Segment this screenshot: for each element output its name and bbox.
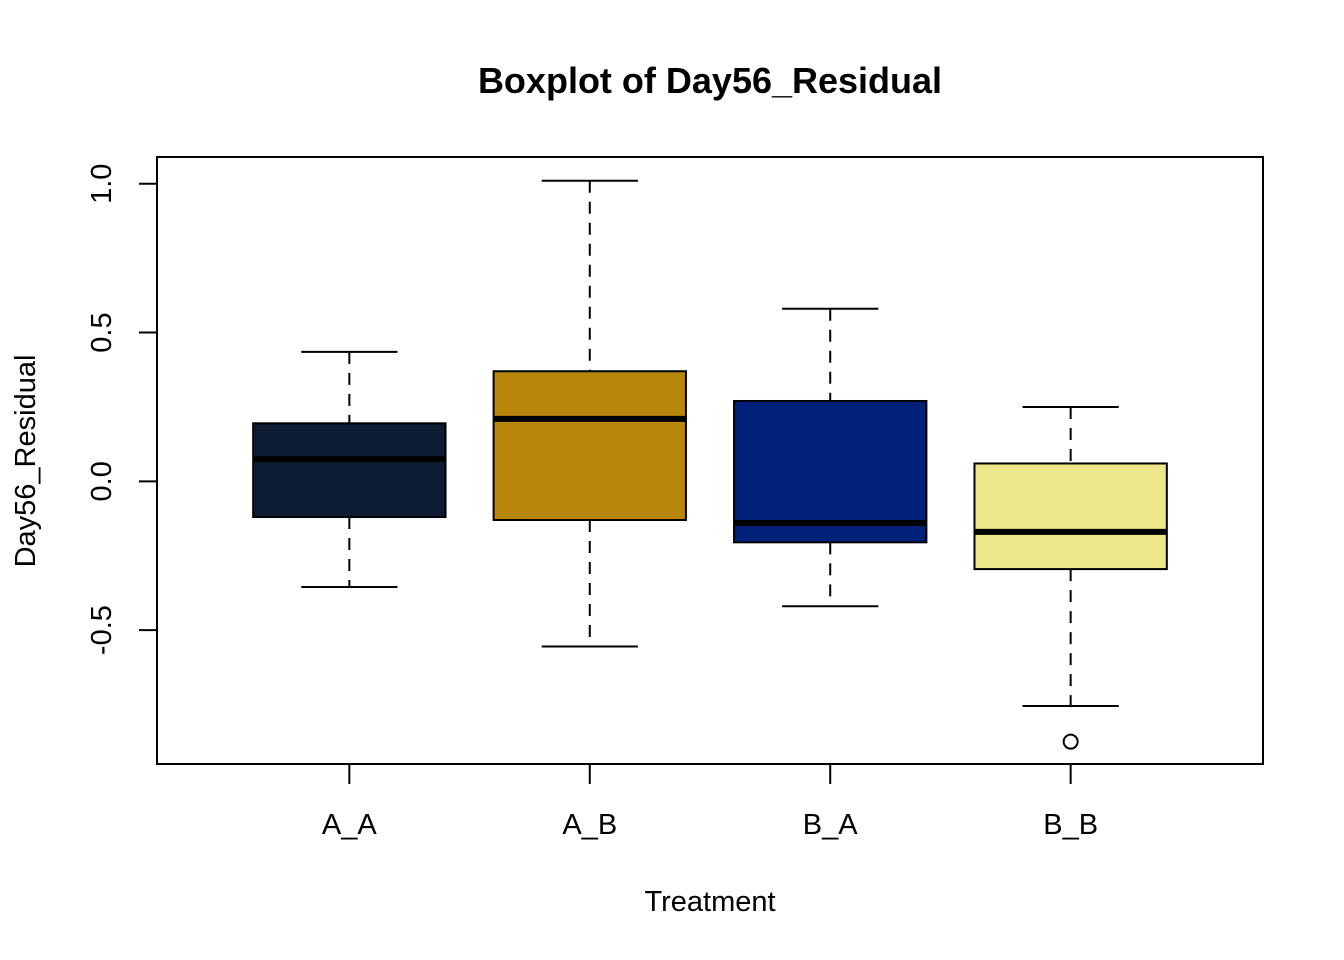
box-b-b [973, 405, 1168, 750]
outlier-point [1062, 733, 1079, 750]
box-b-a [733, 307, 928, 608]
box-iqr [973, 462, 1168, 571]
x-axis-label: Treatment [644, 886, 775, 918]
box-a-b [492, 179, 687, 648]
box-iqr [252, 422, 447, 519]
x-tick-label: B_B [1043, 809, 1098, 841]
y-tick-label: 0.0 [86, 461, 118, 501]
x-tick-label: B_A [803, 809, 858, 841]
box-a-a [252, 350, 447, 588]
y-tick-label: 0.5 [86, 312, 118, 352]
x-tick-label: A_B [562, 809, 617, 841]
y-tick-label: 1.0 [86, 164, 118, 204]
x-axis: A_A A_B B_A B_B [322, 764, 1098, 841]
box-series [252, 179, 1168, 750]
box-iqr [733, 399, 928, 544]
chart-title: Boxplot of Day56_Residual [478, 60, 942, 101]
box-iqr [492, 370, 687, 522]
y-axis: -0.5 0.0 0.5 1.0 [86, 164, 158, 655]
y-tick-label: -0.5 [86, 605, 118, 655]
x-tick-label: A_A [322, 809, 377, 841]
y-axis-label: Day56_Residual [10, 355, 42, 568]
